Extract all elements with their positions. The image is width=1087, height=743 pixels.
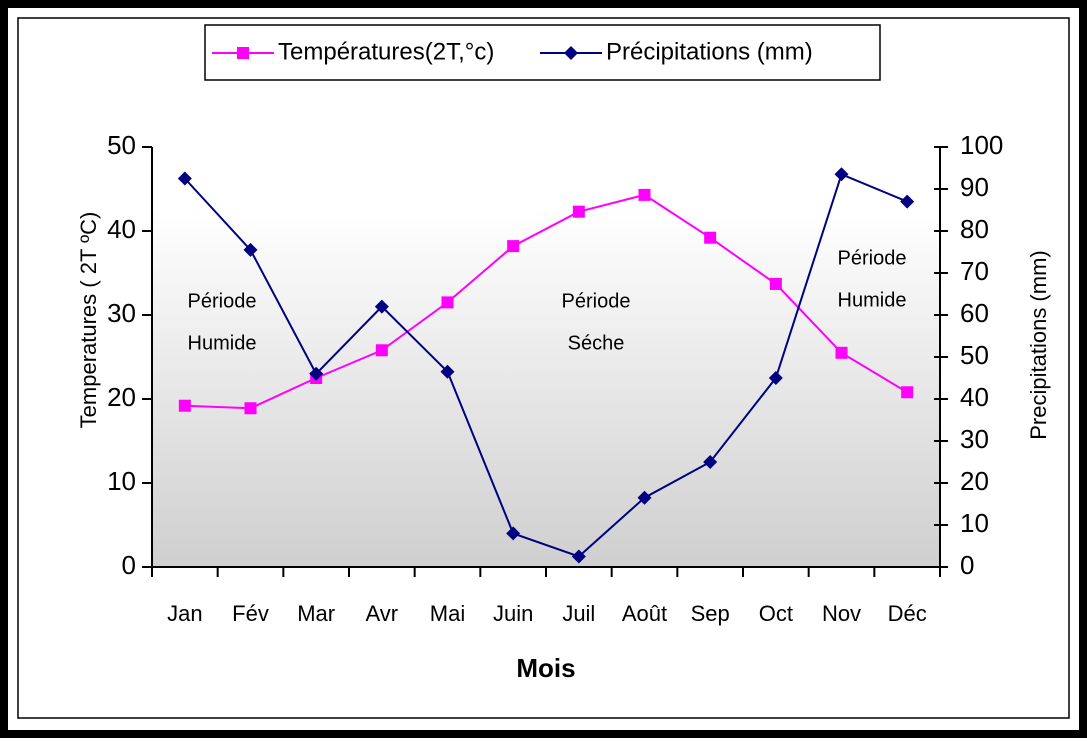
x-tick-label: Mai — [430, 601, 465, 626]
y2-tick-label: 60 — [960, 298, 989, 328]
x-tick-label: Nov — [822, 601, 861, 626]
y-tick-label: 30 — [107, 298, 136, 328]
legend-label: Températures(2T,°c) — [278, 38, 494, 65]
marker — [440, 364, 455, 379]
legend-label: Précipitations (mm) — [606, 38, 813, 65]
x-tick-label: Oct — [759, 601, 793, 626]
x-tick-label: Juil — [562, 601, 595, 626]
y2-tick-label: 90 — [960, 172, 989, 202]
y2-tick-label: 70 — [960, 256, 989, 286]
legend-marker — [564, 46, 578, 60]
y2-tick-label: 10 — [960, 508, 989, 538]
annotation: Séche — [568, 332, 625, 354]
y2-tick-label: 80 — [960, 214, 989, 244]
y-tick-label: 0 — [122, 550, 136, 580]
series-line — [184, 193, 908, 410]
y-tick-label: 10 — [107, 466, 136, 496]
x-tick-label: Sep — [691, 601, 730, 626]
marker — [178, 399, 191, 412]
annotation: Humide — [188, 332, 257, 354]
marker — [769, 277, 782, 290]
marker — [441, 296, 454, 309]
x-tick-label: Déc — [888, 601, 927, 626]
marker — [506, 526, 521, 541]
legend-marker — [237, 47, 249, 59]
marker — [638, 188, 651, 201]
y2-tick-label: 100 — [960, 130, 1003, 160]
x-tick-label: Août — [622, 601, 667, 626]
y-axis-label: Temperatures ( 2T ºC) — [76, 212, 101, 429]
marker — [309, 366, 324, 381]
y2-tick-label: 40 — [960, 382, 989, 412]
marker — [704, 231, 717, 244]
marker — [703, 455, 718, 469]
x-tick-label: Fév — [232, 601, 269, 626]
marker — [637, 490, 652, 505]
y-tick-label: 50 — [107, 130, 136, 160]
annotation: Période — [188, 290, 257, 312]
series-line — [184, 172, 908, 558]
marker — [572, 205, 585, 218]
y2-tick-label: 0 — [960, 550, 974, 580]
marker — [835, 346, 848, 359]
y2-tick-label: 30 — [960, 424, 989, 454]
y-tick-label: 20 — [107, 382, 136, 412]
marker — [243, 242, 258, 257]
x-tick-label: Mar — [297, 601, 335, 626]
annotation: Humide — [838, 289, 907, 311]
marker — [901, 386, 914, 399]
marker — [507, 240, 520, 253]
y-tick-label: 40 — [107, 214, 136, 244]
marker — [177, 171, 192, 186]
marker — [900, 194, 915, 209]
y2-axis-label: Precipitations (mm) — [1026, 250, 1051, 439]
marker — [375, 344, 388, 357]
marker — [571, 549, 586, 564]
y2-tick-label: 20 — [960, 466, 989, 496]
marker — [244, 402, 257, 415]
inner-frame — [17, 17, 1070, 719]
x-tick-label: Avr — [366, 601, 399, 626]
annotation: Période — [838, 247, 907, 269]
x-axis-label: Mois — [516, 653, 575, 683]
plot-area — [152, 147, 940, 567]
y2-tick-label: 50 — [960, 340, 989, 370]
marker — [768, 371, 783, 385]
annotation: Période — [562, 290, 631, 312]
x-tick-label: Juin — [493, 601, 533, 626]
marker — [834, 167, 849, 182]
x-tick-label: Jan — [167, 601, 202, 626]
marker — [374, 299, 389, 314]
